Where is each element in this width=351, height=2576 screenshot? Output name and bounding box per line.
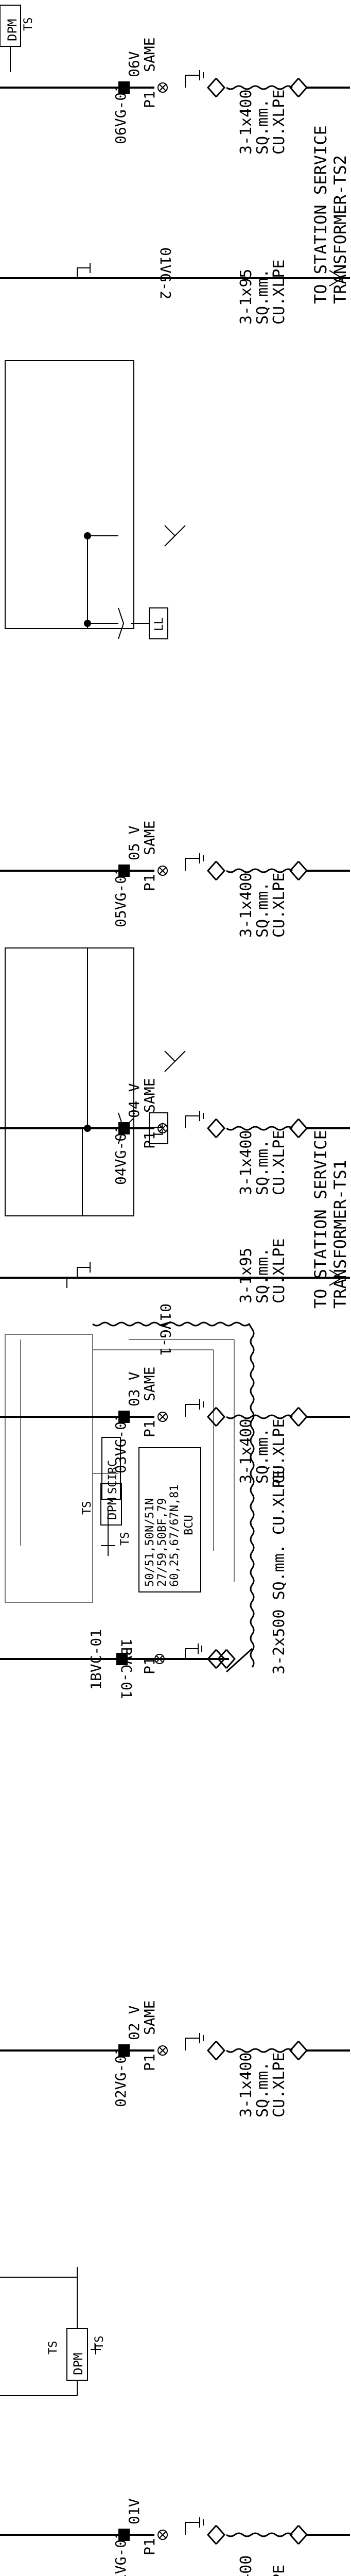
feeder-same: SAME	[141, 38, 158, 72]
ts-label-bottom-2: TS	[47, 2341, 60, 2355]
feeder-cable-line: CU.XLPE	[270, 90, 288, 155]
feeder-panel: P1	[141, 91, 158, 108]
feeder-cable-line: SQ.mm.	[254, 1428, 272, 1484]
feeder-same: SAME	[141, 1078, 158, 1113]
feeder-cable-line: XLPE	[270, 2565, 288, 2576]
svg-text:TO STATION SERVICE: TO STATION SERVICE	[311, 125, 330, 304]
relay-function-1: 50/51,50N/51N	[144, 1498, 156, 1587]
feeder-id: 05VG-01	[112, 867, 129, 927]
feeder-id: 01VG-01	[112, 2531, 129, 2576]
feeder-panel: P1	[141, 1420, 158, 1437]
feeder-same: SAME	[141, 1367, 158, 1401]
feeder-id: 06VG-01	[112, 83, 129, 144]
feeder-01VG-01: 01VG-01 P1 01V 1x400mm.XLPE	[0, 2498, 350, 2576]
feeder-panel: P1	[141, 2538, 158, 2555]
svg-text:TO STATION SERVICE: TO STATION SERVICE	[311, 1130, 330, 1309]
svg-text:01VG-2: 01VG-2	[157, 247, 174, 299]
feeder-panel: P1	[141, 874, 158, 891]
feeder-panel: P1	[141, 2054, 158, 2071]
feeder-cable-line: CU.XLPE	[270, 1419, 288, 1484]
svg-text:CU.XLPE: CU.XLPE	[270, 260, 288, 325]
bcu-label: BCU	[183, 1515, 196, 1535]
feeder-id: 04VG-01	[112, 1124, 129, 1185]
feeder-cable-line: CU.XLPE	[270, 873, 288, 938]
feeder-name: 02 V	[126, 2005, 143, 2040]
feeder-cable-line: SQ.mm.	[254, 99, 272, 155]
bvc-cable	[250, 1329, 255, 1668]
feeder-name: 05 V	[126, 825, 143, 860]
feeder-cable-line: 3-1x400	[237, 1419, 255, 1484]
dpm-meter	[100, 1483, 122, 1526]
svg-text:SQ.mm.: SQ.mm.	[254, 1248, 272, 1303]
feeder-same: SAME	[141, 821, 158, 855]
dpm-block-top: DPM TS	[0, 5, 35, 72]
ll-label-2: LL	[153, 618, 166, 632]
dpm-block-bottom: DPM TS TS	[0, 2267, 106, 2396]
station-service-ts2-label: 3-1x95 SQ.mm. CU.XLPE TO STATION SERVICE…	[157, 125, 350, 325]
feeder-id: 03VG-01	[112, 1413, 129, 1473]
partial-box-label: SCIRC	[107, 1460, 119, 1494]
feeder-layer: 06VG-01 P106VSAME3-1x400SQ.mm.CU.XLPE02VG…	[0, 38, 350, 2576]
svg-text:01VG-1: 01VG-1	[157, 1303, 174, 1355]
ts-label-bottom: TS	[93, 2336, 106, 2350]
ts1-block: LL	[0, 947, 350, 1288]
bvc-id-below: 1BVC-01	[118, 1638, 135, 1699]
dpm-label-bottom: DPM	[71, 2353, 85, 2375]
svg-text:3-1x95: 3-1x95	[237, 269, 255, 325]
feeder-name: 06V	[126, 51, 143, 77]
ts2-block: LL	[0, 263, 350, 639]
ts-label-top: TS	[22, 18, 35, 31]
bvc-id: 1BVC-01	[87, 1629, 104, 1690]
feeder-cable-line: SQ.mm.	[254, 1140, 272, 1195]
dpm-label: DPM	[105, 1498, 119, 1520]
feeder-cable-line: 3-1x400	[237, 2053, 255, 2117]
dpm-label-top: DPM	[5, 19, 20, 41]
relay-function-3: 60,25,67/67N,81	[168, 1484, 181, 1587]
feeder-cable-line: 1x400	[237, 2555, 255, 2576]
bvc-panel: 3-2x500 SQ.mm. CU.XLPE 50/51,50N/51N 27/…	[0, 1321, 288, 1699]
bvc-cable-label: 3-2x500 SQ.mm. CU.XLPE	[270, 1470, 288, 1674]
feeder-id: 02VG-01	[112, 2046, 129, 2107]
svg-text:TRANSFORMER-TS1: TRANSFORMER-TS1	[330, 1160, 350, 1309]
feeder-name: 03 V	[126, 1371, 143, 1406]
svg-text:CU.XLPE: CU.XLPE	[270, 1239, 288, 1303]
relay-function-2: 27/59,50BF,79	[156, 1498, 169, 1587]
station-service-ts1-label: 3-1x95 SQ.mm. CU.XLPE TO STATION SERVICE…	[157, 1130, 350, 1355]
ts-label-2: TS	[81, 1501, 94, 1515]
feeder-name: 01V	[126, 2498, 143, 2524]
relay-box	[138, 1447, 201, 1592]
feeder-cable-line: SQ.mm.	[254, 2062, 272, 2117]
feeder-cable-line: CU.XLPE	[270, 2053, 288, 2117]
ts-label: TS	[119, 1532, 132, 1546]
ll-label-1: LL	[153, 1123, 166, 1137]
svg-text:TRANSFORMER-TS2: TRANSFORMER-TS2	[330, 155, 350, 304]
feeder-cable-line: SQ.mm.	[254, 882, 272, 938]
svg-text:3-1x95: 3-1x95	[237, 1248, 255, 1303]
feeder-cable-line: CU.XLPE	[270, 1130, 288, 1195]
feeder-cable-line: 3-1x400	[237, 90, 255, 155]
feeder-cable-line: 3-1x400	[237, 873, 255, 938]
feeder-cable-line: 3-1x400	[237, 1130, 255, 1195]
svg-text:SQ.mm.: SQ.mm.	[254, 269, 272, 325]
feeder-cable-line: mm.	[254, 2574, 272, 2576]
feeder-same: SAME	[141, 2001, 158, 2035]
